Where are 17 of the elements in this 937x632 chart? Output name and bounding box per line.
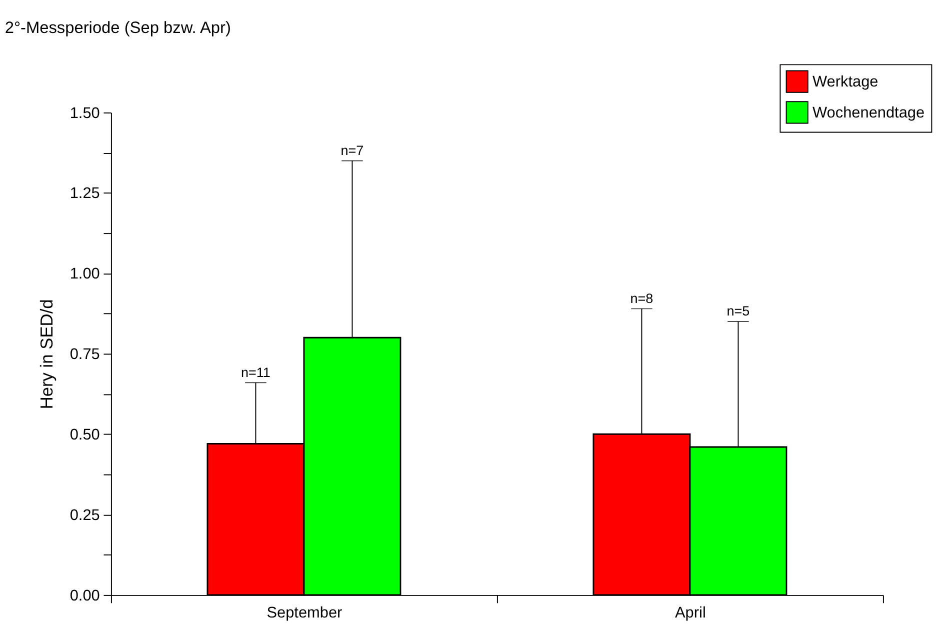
y-tick-label: 0.25 xyxy=(70,506,100,524)
annotation: n=11 xyxy=(241,364,270,380)
y-tick-label: 1.00 xyxy=(70,266,100,283)
x-tick-label: September xyxy=(266,604,342,622)
legend-label: Werktage xyxy=(812,73,878,90)
annotation: n=8 xyxy=(630,290,654,306)
y-tick-label: 1.50 xyxy=(70,104,100,122)
y-tick-label: 1.25 xyxy=(70,185,100,202)
annotation: n=7 xyxy=(340,142,364,158)
y-tick-label: 0.50 xyxy=(70,426,100,444)
y-tick-label: 0.00 xyxy=(70,587,100,604)
y-tick-label: 0.75 xyxy=(70,346,100,364)
chart-title: 2°-Messperiode (Sep bzw. Apr) xyxy=(4,18,231,37)
annotation: n=5 xyxy=(726,304,750,319)
legend-label: Wochenendtage xyxy=(812,104,925,122)
x-tick-label: April xyxy=(675,604,706,622)
y-axis-title: Hery in SED/d xyxy=(36,299,56,410)
